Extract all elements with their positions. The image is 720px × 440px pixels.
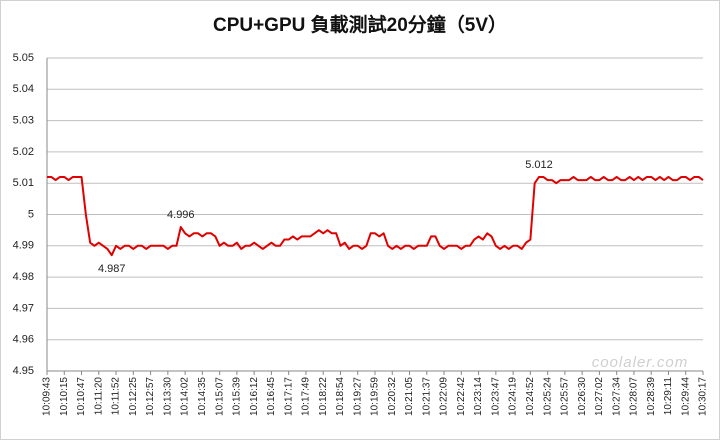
x-tick-label: 10:15:39 [232,377,243,416]
x-tick-label: 10:25:24 [542,377,553,416]
x-tick-label: 10:21:05 [404,377,415,416]
data-line [47,175,704,257]
y-tick-label: 4.98 [13,271,34,283]
y-tick-label: 5.04 [13,83,34,95]
x-tick-label: 10:15:07 [214,377,225,416]
x-tick-label: 10:24:19 [508,377,519,416]
data-label: 4.996 [167,209,195,221]
x-tick-label: 10:12:25 [128,377,139,416]
x-tick-label: 10:09:43 [42,377,53,416]
data-label: 4.987 [98,263,126,275]
x-tick-label: 10:11:20 [93,377,104,416]
x-tick-label: 10:13:30 [162,377,173,416]
x-tick-label: 10:10:47 [76,377,87,416]
x-tick-label: 10:29:11 [663,377,674,416]
y-tick-label: 5.02 [13,146,34,158]
x-tick-label: 10:18:22 [318,377,329,416]
x-tick-label: 10:19:27 [352,377,363,416]
x-tick-label: 10:10:15 [59,377,70,416]
x-tick-label: 10:14:35 [197,377,208,416]
x-tick-label: 10:11:52 [111,377,122,416]
x-tick-label: 10:27:02 [594,377,605,416]
x-tick-label: 10:29:44 [680,377,691,416]
x-tick-label: 10:22:42 [456,377,467,416]
chart-title: CPU+GPU 負載測試20分鐘（5V） [213,13,507,36]
y-tick-label: 4.97 [13,302,34,314]
x-tick-label: 10:12:57 [145,377,156,416]
x-tick-label: 10:27:34 [611,377,622,416]
x-tick-label: 10:22:09 [439,377,450,416]
x-tick-label: 10:23:14 [473,377,484,416]
x-tick-label: 10:19:59 [370,377,381,416]
x-tick-label: 10:16:12 [249,377,260,416]
x-tick-label: 10:14:02 [180,377,191,416]
x-tick-label: 10:17:49 [301,377,312,416]
y-tick-label: 4.96 [13,334,34,346]
y-tick-label: 4.95 [13,365,34,377]
x-tick-label: 10:28:39 [646,377,657,416]
x-tick-label: 10:20:32 [387,377,398,416]
y-tick-label: 5 [28,208,34,220]
x-tick-label: 10:23:47 [490,377,501,416]
data-label: 5.012 [525,159,553,171]
x-tick-label: 10:30:17 [698,377,709,416]
x-tick-label: 10:25:57 [560,377,571,416]
x-tick-label: 10:17:17 [283,377,294,416]
y-tick-label: 5.03 [13,115,34,127]
x-tick-label: 10:24:52 [525,377,536,416]
y-tick-label: 5.01 [13,177,34,189]
x-tick-label: 10:16:45 [266,377,277,416]
x-tick-label: 10:28:07 [629,377,640,416]
y-tick-label: 4.99 [13,240,34,252]
x-tick-label: 10:21:37 [421,377,432,416]
y-tick-label: 5.05 [13,52,34,64]
x-tick-label: 10:26:30 [577,377,588,416]
watermark: coolaler.com [592,354,688,371]
x-tick-label: 10:18:54 [335,377,346,416]
